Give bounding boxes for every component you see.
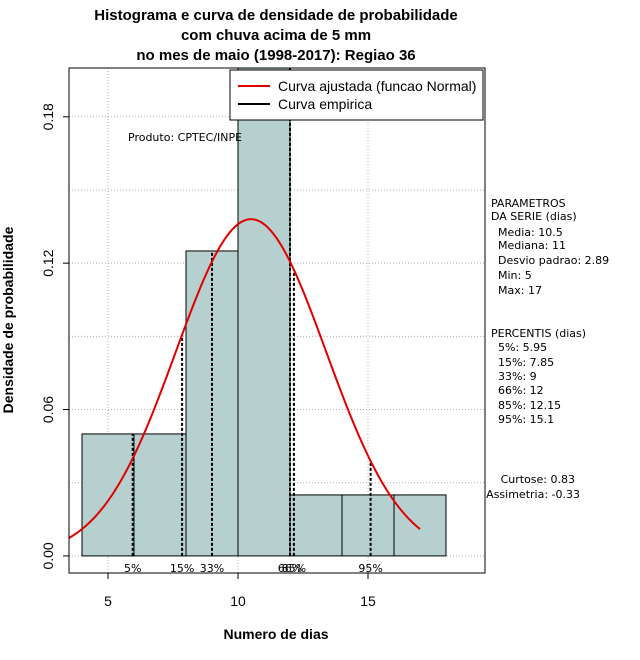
stats-panel: PARAMETROS DA SERIE (dias) Media: 10.5 M… [486, 197, 609, 501]
legend-label-fitted: Curva ajustada (funcao Normal) [278, 78, 476, 94]
x-axis-label: Numero de dias [223, 626, 328, 642]
normal-curve-layer [68, 218, 421, 539]
percentis-title: PERCENTIS (dias) [491, 327, 586, 340]
percentile-label: 15% [170, 562, 194, 575]
legend-label-empirical: Curva empirica [278, 96, 372, 112]
histogram-bar [393, 494, 447, 557]
histogram-bar [237, 67, 291, 557]
legend-box [229, 69, 484, 121]
plot-frame [68, 67, 486, 574]
x-tick-label: 10 [230, 593, 246, 609]
chart-title-line-3: no mes de maio (1998-2017): Regiao 36 [136, 47, 415, 64]
product-note: Produto: CPTEC/INPE [128, 131, 242, 144]
y-tick-label: 0.06 [40, 396, 56, 423]
percentile-label: 5% [124, 562, 141, 575]
percentil-15: 15%: 7.85 [498, 356, 554, 369]
param-min: Min: 5 [498, 269, 532, 282]
chart-title-line-2: com chuva acima de 5 mm [181, 27, 371, 44]
y-tick-label: 0.12 [40, 249, 56, 276]
percentile-lines: 5% 15% 33% 66%85% 95% [124, 68, 383, 575]
histogram-bar [289, 494, 343, 557]
y-axis-label: Densidade de probabilidade [0, 226, 16, 413]
curtose: Curtose: 0.83 [501, 473, 575, 486]
y-tick-label: 0.18 [40, 103, 56, 130]
normal-curve [68, 218, 421, 539]
histogram-bar [341, 494, 395, 557]
chart-title-line-1: Histograma e curva de densidade de proba… [94, 7, 457, 24]
percentile-label: 33% [200, 562, 224, 575]
percentile-label: 95% [358, 562, 382, 575]
params-title-line-2: DA SERIE (dias) [491, 210, 577, 223]
percentil-85: 85%: 12.15 [498, 399, 561, 412]
percentile-label: 66% [278, 562, 302, 575]
percentile-label: 85% [282, 562, 306, 575]
axes: 5 10 15 0.00 0.06 0.12 0.18 [40, 103, 376, 609]
y-tick-label: 0.00 [40, 542, 56, 569]
percentil-5: 5%: 5.95 [498, 341, 547, 354]
histogram-bar [81, 433, 135, 557]
legend: Curva ajustada (funcao Normal) Curva emp… [229, 69, 484, 121]
param-mediana: Mediana: 11 [498, 239, 566, 252]
percentil-33: 33%: 9 [498, 370, 537, 383]
assimetria: Assimetria: -0.33 [486, 488, 580, 501]
param-desvio: Desvio padrao: 2.89 [498, 254, 609, 267]
params-title-line-1: PARAMETROS [491, 197, 566, 210]
param-media: Media: 10.5 [498, 226, 563, 239]
param-max: Max: 17 [498, 284, 542, 297]
histogram-bar [133, 433, 187, 557]
x-tick-label: 5 [104, 593, 112, 609]
percentil-95: 95%: 15.1 [498, 413, 554, 426]
percentil-66: 66%: 12 [498, 384, 544, 397]
x-tick-label: 15 [360, 593, 376, 609]
